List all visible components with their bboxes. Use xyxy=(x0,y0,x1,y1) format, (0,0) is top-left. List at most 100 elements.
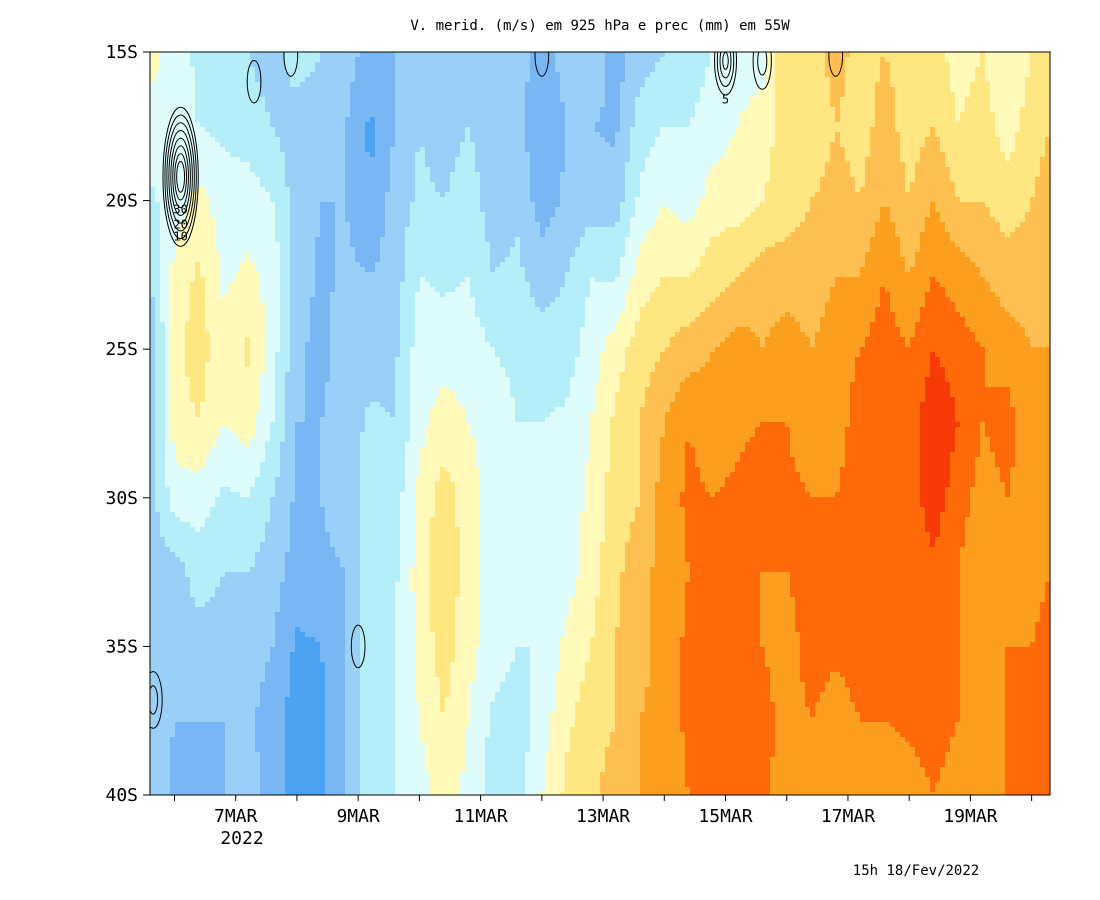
shading-cell xyxy=(220,202,226,208)
shading-cell xyxy=(185,517,191,523)
shading-cell xyxy=(285,152,291,158)
shading-cell xyxy=(220,682,226,688)
shading-cell xyxy=(290,517,296,523)
shading-cell xyxy=(185,762,191,768)
shading-cell xyxy=(180,292,186,298)
shading-cell xyxy=(240,172,246,178)
shading-cell xyxy=(285,537,291,543)
shading-cell xyxy=(285,127,291,133)
shading-cell xyxy=(290,317,296,323)
shading-cell xyxy=(190,327,196,333)
shading-cell xyxy=(210,667,216,673)
shading-cell xyxy=(305,627,311,633)
shading-cell xyxy=(235,152,241,158)
shading-cell xyxy=(260,462,266,468)
shading-cell xyxy=(175,767,181,773)
shading-cell xyxy=(275,692,281,698)
shading-cell xyxy=(220,512,226,518)
shading-cell xyxy=(155,277,161,283)
shading-cell xyxy=(170,602,176,608)
shading-cell xyxy=(195,492,201,498)
shading-cell xyxy=(190,252,196,258)
shading-cell xyxy=(270,307,276,313)
shading-cell xyxy=(310,697,316,703)
shading-cell xyxy=(210,342,216,348)
shading-cell xyxy=(250,177,256,183)
shading-cell xyxy=(155,262,161,268)
shading-cell xyxy=(180,317,186,323)
shading-cell xyxy=(300,602,306,608)
shading-cell xyxy=(250,307,256,313)
shading-cell xyxy=(305,67,311,73)
shading-cell xyxy=(240,187,246,193)
shading-cell xyxy=(260,107,266,113)
shading-cell xyxy=(290,742,296,748)
shading-cell xyxy=(230,632,236,638)
shading-cell xyxy=(190,322,196,328)
shading-cell xyxy=(170,412,176,418)
shading-cell xyxy=(180,547,186,553)
shading-cell xyxy=(300,622,306,628)
shading-cell xyxy=(265,527,271,533)
shading-cell xyxy=(155,207,161,213)
shading-cell xyxy=(255,107,261,113)
shading-cell xyxy=(305,52,311,58)
shading-cell xyxy=(175,717,181,723)
shading-cell xyxy=(240,597,246,603)
shading-cell xyxy=(225,62,231,68)
shading-cell xyxy=(240,767,246,773)
shading-cell xyxy=(300,352,306,358)
shading-cell xyxy=(255,557,261,563)
shading-cell xyxy=(295,697,301,703)
shading-cell xyxy=(155,477,161,483)
shading-cell xyxy=(215,302,221,308)
shading-cell xyxy=(225,442,231,448)
shading-cell xyxy=(245,337,251,343)
shading-cell xyxy=(150,442,156,448)
shading-cell xyxy=(210,387,216,393)
shading-cell xyxy=(215,687,221,693)
shading-cell xyxy=(300,712,306,718)
shading-cell xyxy=(245,132,251,138)
shading-cell xyxy=(300,217,306,223)
shading-cell xyxy=(180,102,186,108)
shading-cell xyxy=(260,377,266,383)
shading-cell xyxy=(310,167,316,173)
shading-cell xyxy=(195,247,201,253)
shading-cell xyxy=(205,527,211,533)
shading-cell xyxy=(235,277,241,283)
shading-cell xyxy=(270,567,276,573)
shading-cell xyxy=(305,682,311,688)
shading-cell xyxy=(295,442,301,448)
shading-cell xyxy=(270,502,276,508)
shading-cell xyxy=(190,472,196,478)
shading-cell xyxy=(305,602,311,608)
shading-cell xyxy=(240,517,246,523)
shading-cell xyxy=(150,202,156,208)
shading-cell xyxy=(265,112,271,118)
shading-cell xyxy=(295,452,301,458)
shading-cell xyxy=(300,452,306,458)
shading-cell xyxy=(155,397,161,403)
shading-cell xyxy=(205,602,211,608)
shading-cell xyxy=(180,767,186,773)
shading-cell xyxy=(250,767,256,773)
shading-cell xyxy=(165,652,171,658)
shading-cell xyxy=(270,447,276,453)
shading-cell xyxy=(200,177,206,183)
shading-cell xyxy=(300,467,306,473)
shading-cell xyxy=(270,617,276,623)
shading-cell xyxy=(255,622,261,628)
shading-cell xyxy=(215,197,221,203)
shading-cell xyxy=(255,122,261,128)
shading-cell xyxy=(300,347,306,353)
shading-cell xyxy=(300,262,306,268)
shading-cell xyxy=(295,302,301,308)
shading-cell xyxy=(305,772,311,778)
shading-cell xyxy=(275,567,281,573)
shading-cell xyxy=(285,782,291,788)
shading-cell xyxy=(235,302,241,308)
shading-cell xyxy=(220,177,226,183)
shading-cell xyxy=(150,652,156,658)
shading-cell xyxy=(205,587,211,593)
